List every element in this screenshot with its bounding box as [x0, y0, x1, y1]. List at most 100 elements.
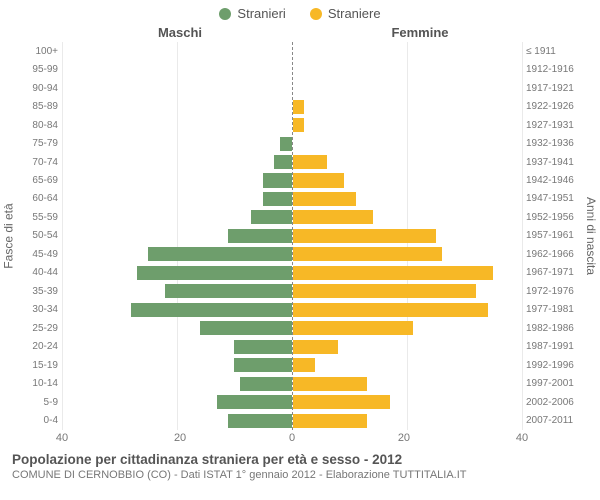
bar-row [62, 374, 292, 392]
bar-row [62, 208, 292, 226]
bar-row [293, 393, 523, 411]
year-label: 1917-1921 [522, 79, 582, 97]
female-bar [293, 210, 373, 224]
year-label: 1987-1991 [522, 338, 582, 356]
female-bar [293, 340, 339, 354]
male-half [62, 42, 293, 430]
legend-label-male: Stranieri [237, 6, 285, 21]
male-bar [228, 414, 291, 428]
bar-row [293, 208, 523, 226]
x-ticks-right: 02040 [292, 432, 522, 444]
female-bar [293, 284, 477, 298]
age-label: 0-4 [18, 411, 62, 429]
male-bar [228, 229, 291, 243]
bar-row [62, 97, 292, 115]
bar-row [293, 282, 523, 300]
female-half [293, 42, 523, 430]
year-label: 1942-1946 [522, 171, 582, 189]
age-label: 20-24 [18, 338, 62, 356]
age-label: 25-29 [18, 319, 62, 337]
male-bar [234, 358, 291, 372]
male-bar [274, 155, 291, 169]
x-tick: 40 [516, 432, 528, 444]
bar-row [293, 116, 523, 134]
female-bar [293, 321, 413, 335]
female-bar [293, 118, 304, 132]
swatch-male [219, 8, 231, 20]
bar-row [62, 393, 292, 411]
chart-title: Popolazione per cittadinanza straniera p… [12, 452, 588, 467]
age-label: 75-79 [18, 134, 62, 152]
column-titles: Maschi Femmine [0, 25, 600, 40]
female-bar [293, 358, 316, 372]
age-labels: 100+95-9990-9485-8980-8475-7970-7465-696… [18, 42, 62, 430]
year-label: 1957-1961 [522, 227, 582, 245]
year-label: 1962-1966 [522, 245, 582, 263]
year-label: 1997-2001 [522, 374, 582, 392]
year-label: 2002-2006 [522, 393, 582, 411]
age-label: 50-54 [18, 227, 62, 245]
age-label: 15-19 [18, 356, 62, 374]
bar-row [293, 60, 523, 78]
bar-row [293, 79, 523, 97]
column-title-male: Maschi [0, 25, 300, 40]
male-bar [280, 137, 291, 151]
bar-row [62, 79, 292, 97]
year-label: 1967-1971 [522, 264, 582, 282]
bar-row [293, 171, 523, 189]
male-bar [165, 284, 291, 298]
age-label: 65-69 [18, 171, 62, 189]
female-bar [293, 247, 442, 261]
female-bar [293, 100, 304, 114]
age-label: 10-14 [18, 374, 62, 392]
bar-row [293, 153, 523, 171]
female-bar [293, 155, 327, 169]
year-label: 1952-1956 [522, 208, 582, 226]
year-label: 1927-1931 [522, 116, 582, 134]
male-bar [200, 321, 292, 335]
age-label: 95-99 [18, 60, 62, 78]
age-label: 55-59 [18, 208, 62, 226]
x-tick: 0 [289, 432, 295, 444]
age-label: 60-64 [18, 190, 62, 208]
y-axis-title-right: Anni di nascita [582, 42, 600, 430]
bar-row [293, 42, 523, 60]
age-label: 80-84 [18, 116, 62, 134]
male-bar [240, 377, 292, 391]
bar-row [62, 171, 292, 189]
female-bar [293, 266, 494, 280]
y-axis-title-left: Fasce di età [0, 42, 18, 430]
age-label: 90-94 [18, 79, 62, 97]
bar-row [293, 245, 523, 263]
legend-item-female: Straniere [310, 6, 381, 21]
year-label: 2007-2011 [522, 411, 582, 429]
male-bar [131, 303, 292, 317]
age-label: 40-44 [18, 264, 62, 282]
column-title-female: Femmine [300, 25, 600, 40]
year-label: 1972-1976 [522, 282, 582, 300]
legend-item-male: Stranieri [219, 6, 285, 21]
male-bar [148, 247, 291, 261]
bar-row [293, 97, 523, 115]
year-label: 1912-1916 [522, 60, 582, 78]
female-bar [293, 414, 368, 428]
female-bar [293, 303, 488, 317]
bar-row [293, 227, 523, 245]
male-bar [251, 210, 291, 224]
bar-row [62, 116, 292, 134]
bar-row [293, 411, 523, 429]
bar-row [62, 227, 292, 245]
bar-row [293, 356, 523, 374]
bar-row [62, 319, 292, 337]
bar-row [293, 374, 523, 392]
year-label: 1992-1996 [522, 356, 582, 374]
age-label: 85-89 [18, 97, 62, 115]
male-bar [263, 173, 292, 187]
year-label: 1937-1941 [522, 153, 582, 171]
footer: Popolazione per cittadinanza straniera p… [0, 444, 600, 481]
age-label: 35-39 [18, 282, 62, 300]
legend: Stranieri Straniere [0, 0, 600, 21]
year-label: 1977-1981 [522, 301, 582, 319]
year-labels: ≤ 19111912-19161917-19211922-19261927-19… [522, 42, 582, 430]
age-label: 30-34 [18, 301, 62, 319]
